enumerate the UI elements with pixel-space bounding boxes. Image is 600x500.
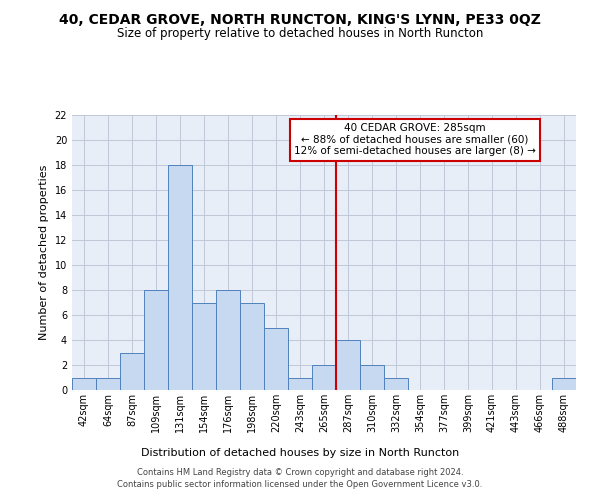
Bar <box>72 378 96 390</box>
Text: 40 CEDAR GROVE: 285sqm
← 88% of detached houses are smaller (60)
12% of semi-det: 40 CEDAR GROVE: 285sqm ← 88% of detached… <box>294 123 536 156</box>
Bar <box>240 302 264 390</box>
Bar <box>216 290 240 390</box>
Y-axis label: Number of detached properties: Number of detached properties <box>39 165 49 340</box>
Bar <box>312 365 336 390</box>
Bar <box>552 378 576 390</box>
Bar <box>168 165 192 390</box>
Bar <box>384 378 408 390</box>
Text: Contains HM Land Registry data © Crown copyright and database right 2024.
Contai: Contains HM Land Registry data © Crown c… <box>118 468 482 489</box>
Bar <box>120 352 144 390</box>
Bar <box>144 290 168 390</box>
Text: Size of property relative to detached houses in North Runcton: Size of property relative to detached ho… <box>117 28 483 40</box>
Bar <box>336 340 360 390</box>
Bar <box>360 365 384 390</box>
Bar <box>288 378 312 390</box>
Bar <box>192 302 216 390</box>
Text: Distribution of detached houses by size in North Runcton: Distribution of detached houses by size … <box>141 448 459 458</box>
Bar <box>264 328 288 390</box>
Bar <box>96 378 120 390</box>
Text: 40, CEDAR GROVE, NORTH RUNCTON, KING'S LYNN, PE33 0QZ: 40, CEDAR GROVE, NORTH RUNCTON, KING'S L… <box>59 12 541 26</box>
